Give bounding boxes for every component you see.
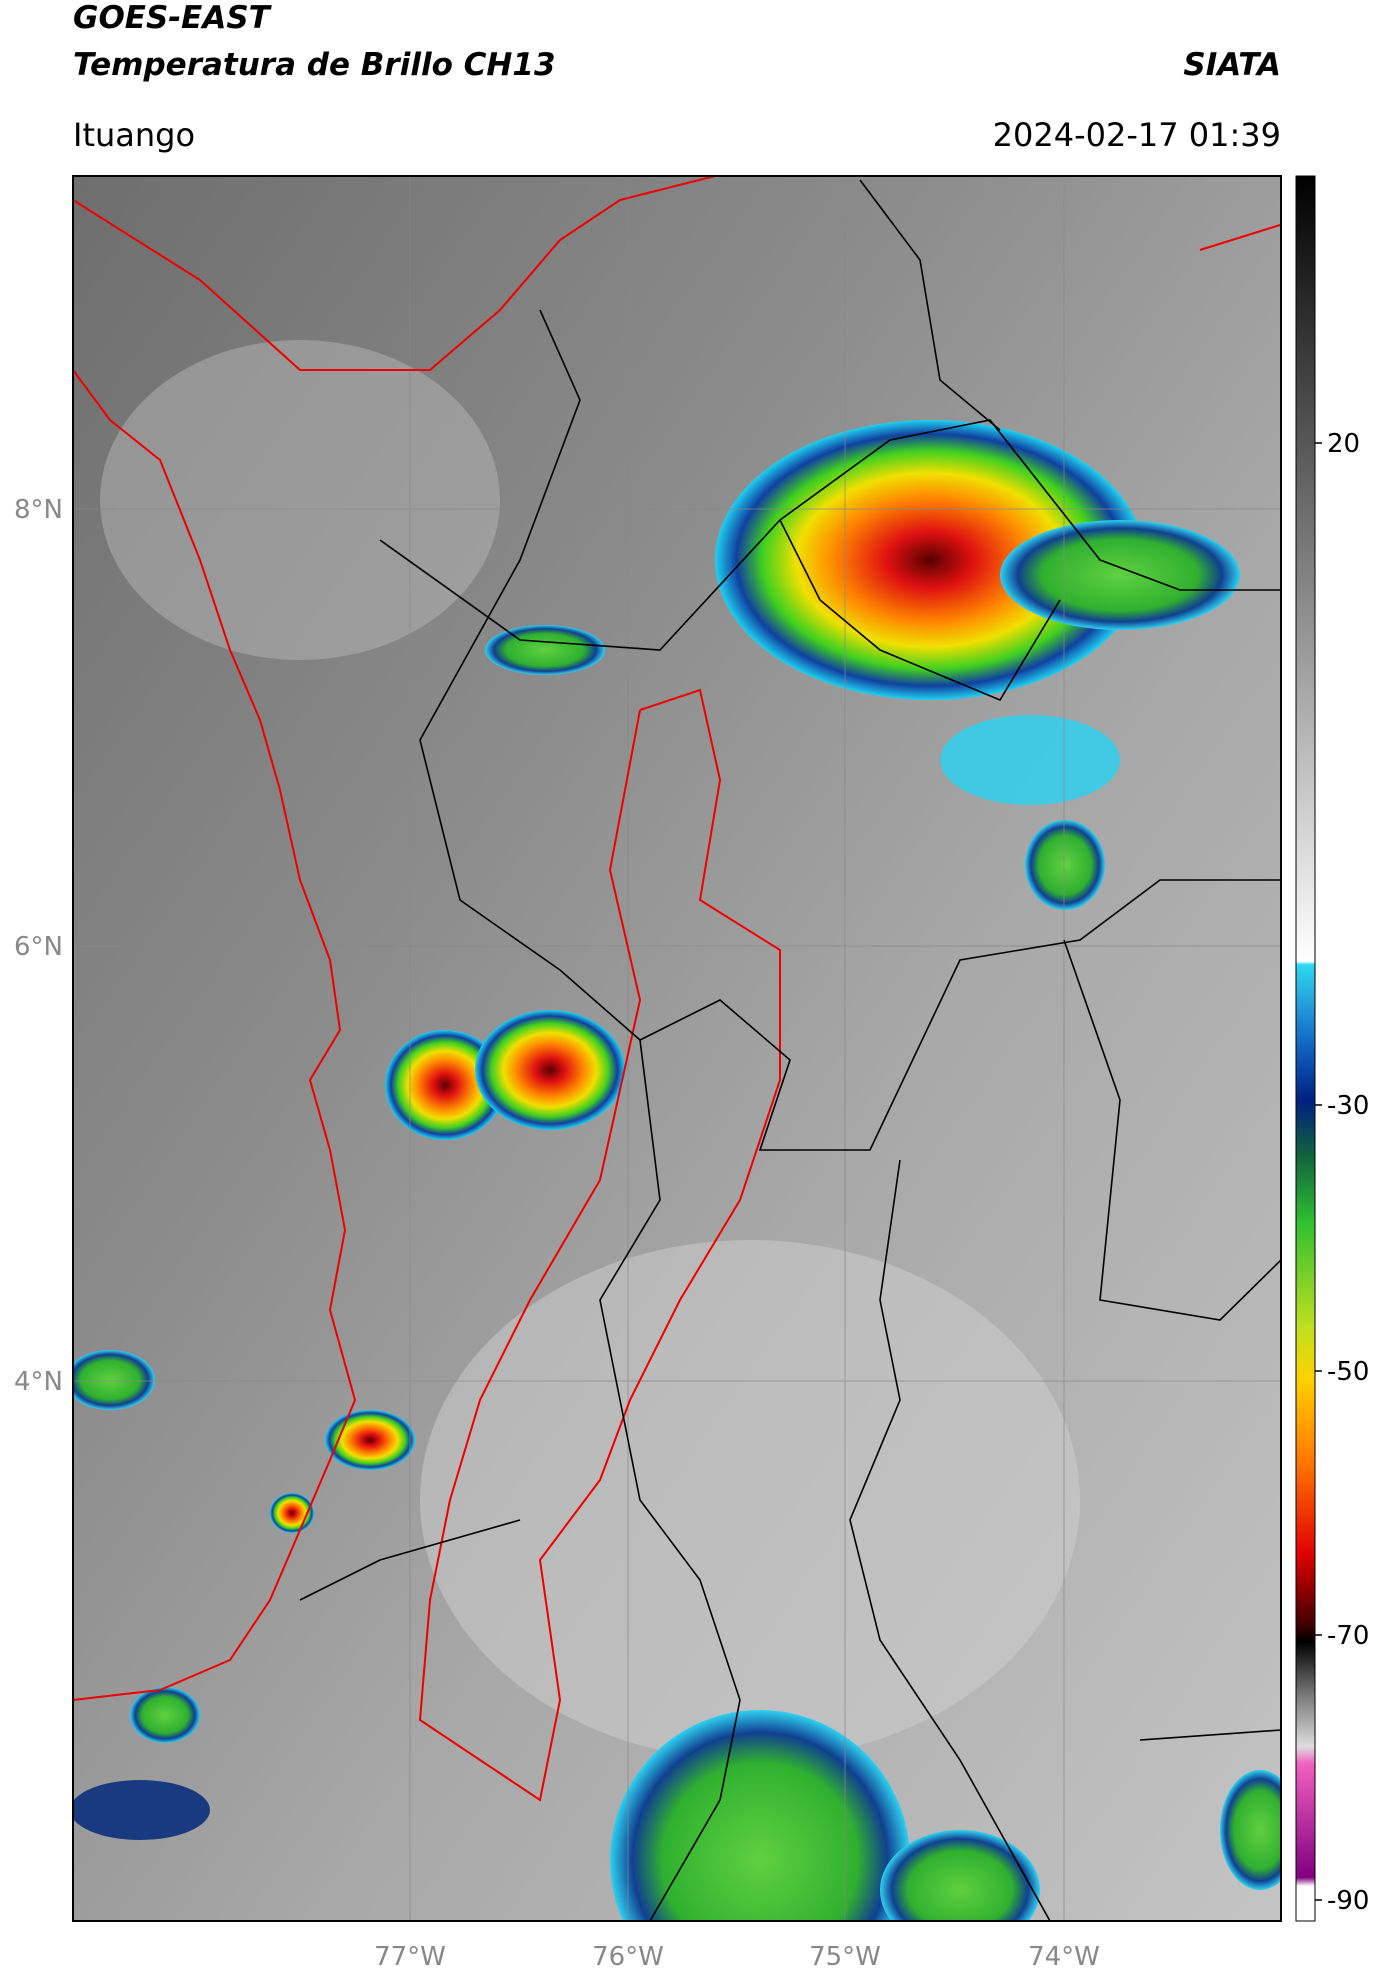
datetime: 2024-02-17 01:39 (993, 116, 1281, 154)
graticule (73, 176, 1281, 1921)
lon-label: 74°W (1028, 1942, 1100, 1972)
colorbar-label: -30 (1327, 1091, 1369, 1121)
storm (73, 1780, 210, 1840)
storm (385, 1030, 505, 1140)
lon-label: 77°W (374, 1942, 446, 1972)
map (73, 176, 1281, 1921)
subtitle: Temperatura de Brillo CH13 (73, 47, 556, 83)
lon-label: 76°W (592, 1942, 664, 1972)
storm (1000, 520, 1240, 630)
storm (610, 1710, 910, 1921)
brand: SIATA (1183, 47, 1281, 83)
colorbar-label: 20 (1327, 429, 1360, 459)
location: Ituango (73, 116, 195, 154)
lat-label: 4°N (14, 1367, 63, 1397)
storm (485, 625, 605, 675)
black-borders (299, 179, 1281, 1921)
colorbar (1295, 175, 1316, 1922)
red-borders (73, 176, 1281, 1802)
colorbar-label: -90 (1327, 1886, 1369, 1916)
lon-label: 75°W (809, 1942, 881, 1972)
cloud (420, 1240, 1080, 1760)
cloud (100, 340, 500, 660)
storm (940, 715, 1120, 805)
storm (1220, 1770, 1281, 1890)
storm (325, 1410, 415, 1470)
lat-label: 8°N (14, 495, 63, 525)
storm (1025, 820, 1105, 910)
colorbar-ticks (1315, 442, 1322, 1901)
colorbar-label: -50 (1327, 1357, 1369, 1387)
storm (880, 1830, 1040, 1921)
colorbar-label: -70 (1327, 1621, 1369, 1651)
lat-label: 6°N (14, 932, 63, 962)
title: GOES-EAST (73, 0, 273, 36)
storm (73, 1350, 155, 1410)
storm (475, 1010, 625, 1130)
storm (130, 1687, 200, 1743)
map-frame (72, 175, 1282, 1922)
